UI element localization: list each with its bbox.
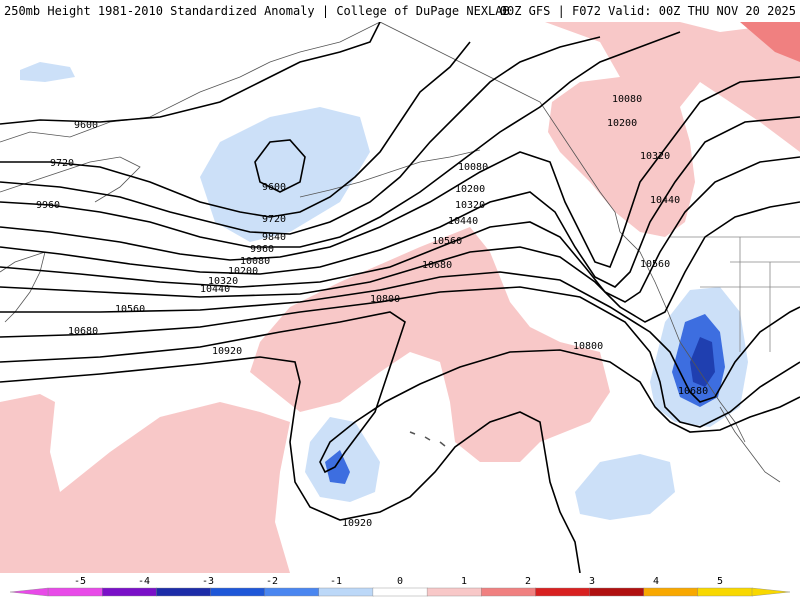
contour-10680 xyxy=(0,286,800,428)
coastline-aleutians xyxy=(299,149,481,198)
coastline-baja xyxy=(719,406,781,483)
hawaii-islands xyxy=(409,431,446,447)
model-run-info: 00Z GFS | F072 Valid: 00Z THU NOV 20 202… xyxy=(499,4,796,18)
positive-anomaly-central-pacific xyxy=(250,227,610,462)
contour-label: 10920 xyxy=(212,346,242,357)
contour-10200 xyxy=(0,116,800,288)
colorbar-swatch xyxy=(210,587,266,597)
state-borders xyxy=(670,236,800,352)
colorbar-tick-label: 0 xyxy=(397,576,403,587)
contour-label: 10080 xyxy=(458,162,488,173)
contour-label: 10800 xyxy=(370,294,400,305)
contour-label: 10440 xyxy=(650,195,680,206)
contour-10320 xyxy=(0,156,800,303)
colorbar-swatch xyxy=(318,587,374,597)
contour-label: 9960 xyxy=(250,244,274,255)
colorbar-swatch xyxy=(643,587,699,597)
contour-9840 xyxy=(0,36,601,235)
negative-anomaly-california-core xyxy=(690,337,715,387)
contour-label: 10080 xyxy=(612,94,642,105)
colorbar-swatch xyxy=(47,587,103,597)
contour-label: 10680 xyxy=(678,386,708,397)
colorbar-swatches xyxy=(9,587,791,597)
contour-9960 xyxy=(0,31,681,248)
contour-label: 9720 xyxy=(262,214,286,225)
contour-label: 10560 xyxy=(115,304,145,315)
colorbar-ticks: -5 -4 -3 -2 -1 0 1 2 3 4 5 xyxy=(74,576,723,587)
colorbar-tick-label: -5 xyxy=(74,576,86,587)
contour-label: 10320 xyxy=(208,276,238,287)
contour-label: 10680 xyxy=(422,260,452,271)
contour-10920 xyxy=(0,356,581,573)
colorbar-tick-label: 1 xyxy=(461,576,467,587)
positive-anomaly-west-pacific xyxy=(0,394,290,573)
colorbar-swatch xyxy=(535,587,591,597)
coastlines xyxy=(0,22,800,483)
anomaly-colorbar: -5 -4 -3 -2 -1 0 1 2 3 4 5 xyxy=(9,576,791,597)
colorbar-swatch xyxy=(372,587,428,597)
contour-9600 xyxy=(0,22,381,125)
negative-anomaly-regions xyxy=(20,62,748,520)
positive-anomaly-alaska-canada xyxy=(545,22,800,237)
contour-label: 9600 xyxy=(74,120,98,131)
contour-label: 10080 xyxy=(240,256,270,267)
coastline-alaska xyxy=(379,22,621,233)
contour-9720 xyxy=(0,41,471,218)
colorbar-swatch xyxy=(697,587,753,597)
contour-label: 10320 xyxy=(455,200,485,211)
contour-label: 10680 xyxy=(68,326,98,337)
contour-label: 10920 xyxy=(342,518,372,529)
contour-9600-bering xyxy=(254,139,306,193)
colorbar-tick-label: 2 xyxy=(525,576,531,587)
contour-label-group: 9600 9600 9720 9720 9840 9960 9960 10080… xyxy=(36,94,708,529)
contour-label: 10800 xyxy=(573,341,603,352)
colorbar-tick-label: 4 xyxy=(653,576,659,587)
colorbar-swatch xyxy=(156,587,212,597)
height-contours xyxy=(0,22,800,573)
contour-10800 xyxy=(0,311,800,474)
negative-anomaly-bering xyxy=(200,107,370,242)
colorbar-swatch xyxy=(481,587,537,597)
contour-label: 10440 xyxy=(200,284,230,295)
colorbar-max-arrow xyxy=(751,587,791,597)
contour-label: 9840 xyxy=(262,232,286,243)
contour-label: 9960 xyxy=(36,200,60,211)
contour-label: 10560 xyxy=(432,236,462,247)
map-title: 250mb Height 1981-2010 Standardized Anom… xyxy=(4,4,510,18)
colorbar-tick-label: -3 xyxy=(202,576,214,587)
coastline-kamchatka xyxy=(0,156,141,203)
colorbar-swatch xyxy=(101,587,158,597)
contour-label: 10200 xyxy=(607,118,637,129)
anomaly-map: 9600 9600 9720 9720 9840 9960 9960 10080… xyxy=(0,22,800,573)
colorbar-swatch xyxy=(589,587,645,597)
map-header: 250mb Height 1981-2010 Standardized Anom… xyxy=(0,0,800,22)
coastline-japan xyxy=(0,251,46,323)
contour-label: 10200 xyxy=(228,266,258,277)
negative-anomaly-east-pacific xyxy=(575,454,675,520)
coastline-west-coast xyxy=(619,231,746,443)
positive-anomaly-regions xyxy=(0,22,800,573)
contour-label: 10440 xyxy=(448,216,478,227)
colorbar-tick-label: 3 xyxy=(589,576,595,587)
contour-label: 9720 xyxy=(50,158,74,169)
contour-label: 9600 xyxy=(262,182,286,193)
positive-anomaly-corner xyxy=(740,22,800,62)
contour-label: 10320 xyxy=(640,151,670,162)
contour-10440 xyxy=(0,201,800,323)
contour-label: 10200 xyxy=(455,184,485,195)
negative-anomaly-hawaii-west-core xyxy=(325,450,350,484)
colorbar-tick-label: 5 xyxy=(717,576,723,587)
negative-anomaly-arctic-small xyxy=(20,62,75,82)
colorbar-tick-label: -4 xyxy=(138,576,150,587)
colorbar-swatch xyxy=(426,587,483,597)
colorbar-tick-label: -2 xyxy=(266,576,278,587)
colorbar-tick-label: -1 xyxy=(330,576,342,587)
contour-label: 10560 xyxy=(640,259,670,270)
colorbar-swatch xyxy=(264,587,320,597)
colorbar-min-arrow xyxy=(9,587,49,597)
coastline-siberia xyxy=(0,22,381,143)
contour-10560 xyxy=(0,271,800,403)
contour-10080 xyxy=(0,76,800,268)
